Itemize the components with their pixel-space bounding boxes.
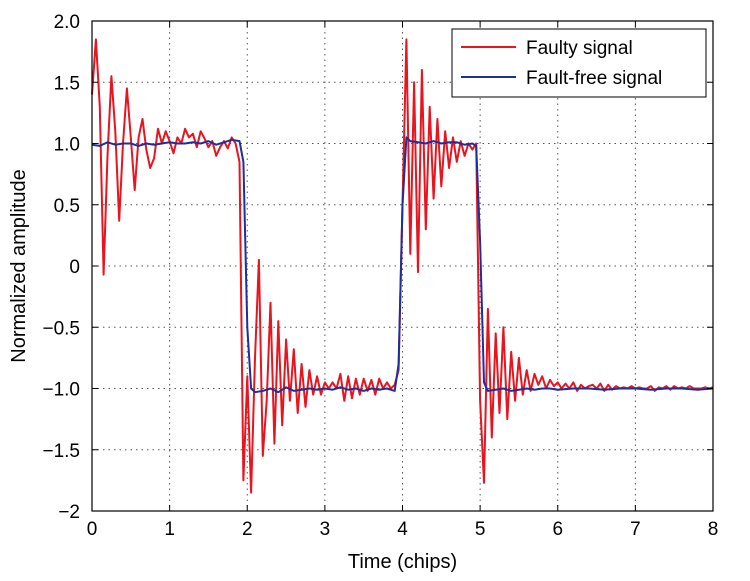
series-layer: [91, 38, 714, 494]
legend: Faulty signal Fault-free signal: [451, 28, 707, 98]
legend-label-fault-free-signal: Fault-free signal: [526, 68, 662, 89]
x-tick-label: 2: [242, 519, 253, 540]
legend-box: [451, 28, 707, 98]
y-tick-label: 0: [69, 257, 80, 278]
x-tick-label: 1: [164, 519, 175, 540]
x-tick-label: 6: [552, 519, 563, 540]
x-tick-label: 4: [397, 519, 408, 540]
series-line-fault-free-signal: [91, 136, 714, 394]
y-tick-label: 0.5: [54, 196, 80, 217]
x-tick-label: 5: [475, 519, 486, 540]
y-tick-label: 2.0: [54, 12, 80, 33]
y-tick-label: −1.5: [42, 441, 80, 462]
legend-label-faulty-signal: Faulty signal: [526, 38, 633, 59]
y-tick-label: 1.0: [54, 135, 80, 156]
y-tick-label: 1.5: [54, 73, 80, 94]
y-tick-label: −1.0: [42, 380, 80, 401]
x-axis-label: Time (chips): [348, 551, 457, 573]
ticks: 0 1 2 3 4 5 6 7 8 −2 −1.5 −1.0 −0.5 0 0.5 1.0 1.5 2.0: [42, 12, 718, 540]
x-tick-label: 7: [630, 519, 641, 540]
x-tick-label: 0: [87, 519, 98, 540]
x-tick-label: 8: [708, 519, 719, 540]
y-tick-label: −0.5: [42, 318, 80, 339]
y-axis-label: Normalized amplitude: [8, 169, 30, 362]
y-tick-label: −2: [58, 502, 80, 523]
x-tick-label: 3: [320, 519, 331, 540]
